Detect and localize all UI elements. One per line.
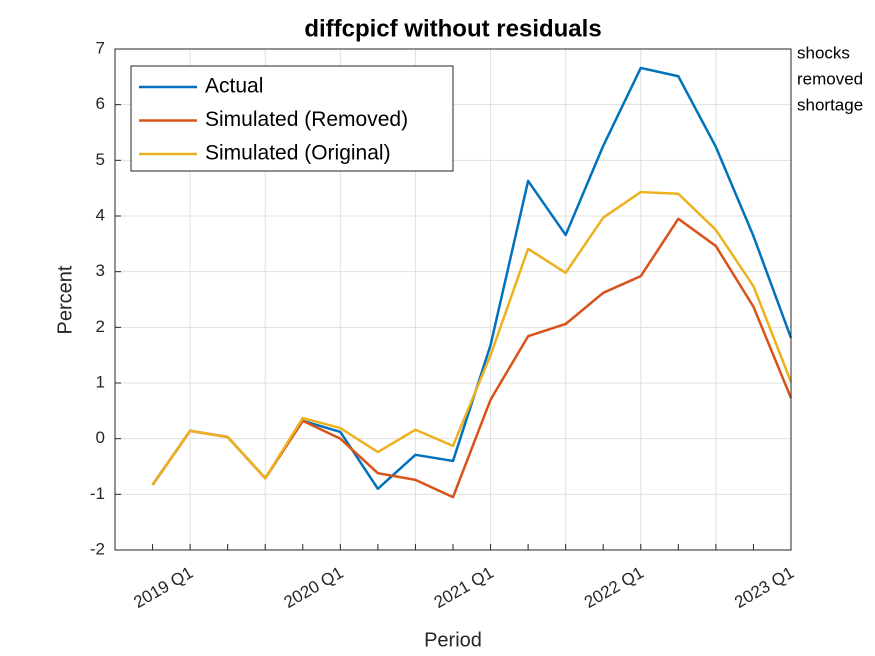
y-tick-label: 1: [96, 372, 105, 391]
y-tick-label: 0: [96, 428, 105, 447]
annotation-line: removed: [797, 69, 863, 88]
legend-label: Simulated (Original): [205, 142, 391, 165]
chart-title: diffcpicf without residuals: [304, 15, 601, 42]
x-axis-label: Period: [424, 629, 482, 651]
y-tick-label: -1: [90, 484, 105, 503]
legend-label: Actual: [205, 75, 263, 98]
y-tick-label: 2: [96, 317, 105, 336]
legend: Actual Simulated (Removed) Simulated (Orig…: [130, 65, 454, 172]
annotation-line: shocks: [797, 43, 850, 62]
y-tick-label: 7: [96, 38, 105, 57]
legend-label: Simulated (Removed): [205, 108, 408, 131]
y-tick-label: 4: [96, 205, 105, 224]
plot-lines: [151, 66, 793, 499]
y-tick-label: 6: [96, 94, 105, 113]
data-line: [151, 190, 793, 486]
y-tick-label: -2: [90, 539, 105, 558]
y-tick-label: 5: [96, 150, 105, 169]
y-axis-label: Percent: [54, 265, 76, 334]
annotation-line: shortage: [797, 95, 863, 114]
y-tick-label: 3: [96, 261, 105, 280]
